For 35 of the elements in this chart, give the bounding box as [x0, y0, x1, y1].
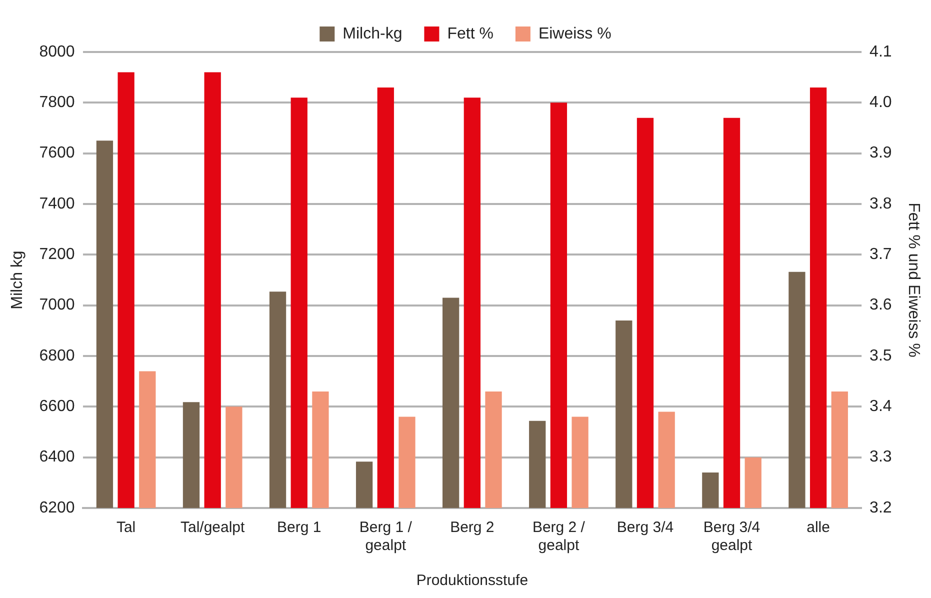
x-tick-label: Berg 1 / gealpt	[359, 519, 413, 554]
y-tick-label: 6600	[39, 398, 75, 416]
y-tick-label: 6800	[39, 347, 75, 364]
y2-tick-label: 4.1	[870, 43, 892, 60]
y-tick-label: 6400	[39, 448, 75, 466]
y-tick-label: 7600	[39, 144, 75, 162]
y-tick-label: 7200	[39, 246, 75, 264]
y-tick-label: 6200	[39, 499, 75, 516]
y-tick-label: 7800	[39, 94, 75, 112]
x-tick-label: Berg 3/4	[616, 519, 674, 536]
legend-label: Fett %	[447, 25, 494, 42]
x-tick-label: Berg 1	[277, 519, 322, 536]
y-axis-title: Milch kg	[9, 250, 26, 310]
y2-tick-label: 4.0	[870, 94, 892, 112]
y2-tick-label: 3.2	[870, 499, 892, 516]
x-tick-label: Tal	[116, 519, 136, 536]
y2-axis-title: Fett % und Eiweiss %	[904, 202, 922, 358]
y2-tick-label: 3.6	[870, 296, 892, 314]
x-tick-label: alle	[806, 519, 830, 536]
x-tick-label: Tal/gealpt	[180, 519, 246, 536]
y-tick-label: 7400	[39, 195, 75, 212]
y2-tick-label: 3.4	[870, 398, 892, 416]
y2-tick-label: 3.3	[870, 448, 892, 466]
legend-label: Eiweiss %	[538, 25, 612, 42]
y-tick-label: 7000	[39, 296, 75, 314]
legend-label: Milch-kg	[342, 25, 402, 42]
y2-tick-label: 3.8	[870, 195, 892, 212]
y2-tick-label: 3.9	[870, 144, 892, 162]
x-axis-title: Produktionsstufe	[416, 572, 528, 590]
y2-tick-label: 3.5	[870, 347, 892, 364]
y2-tick-label: 3.7	[870, 246, 892, 264]
x-tick-label: Berg 3/4 gealpt	[703, 519, 760, 554]
x-tick-label: Berg 2 / gealpt	[532, 519, 586, 554]
y-tick-label: 8000	[39, 43, 75, 60]
x-tick-label: Berg 2	[450, 519, 494, 536]
